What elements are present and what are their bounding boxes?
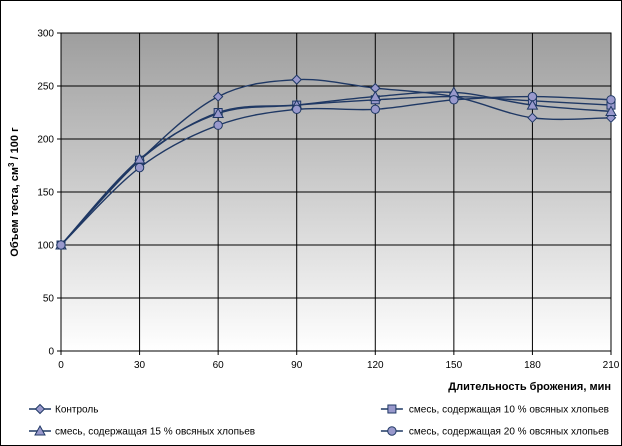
legend-marker-diamond	[34, 403, 46, 415]
data-point-triangle-7	[605, 105, 617, 116]
data-point-diamond-2	[212, 91, 224, 102]
x-tick-label-4: 120	[367, 360, 384, 371]
data-point-diamond-3	[291, 74, 302, 85]
data-point-triangle-6	[526, 99, 539, 110]
x-axis-ticks: 0 30 60 90 120 150 180 210	[58, 351, 620, 371]
legend-label-diamond: Контроль	[55, 405, 98, 416]
legend-item-circle: смесь, содержащая 20 % овсяных хлопьев	[380, 426, 609, 438]
legend-item-square: смесь, содержащая 10 % овсяных хлопьев	[380, 404, 609, 416]
y-axis-title-superscript: 3	[7, 162, 16, 167]
x-tick-label-7: 210	[603, 360, 620, 371]
y-tick-label-1: 50	[43, 294, 55, 305]
y-tick-label-6: 300	[37, 29, 54, 40]
legend-item-triangle: смесь, содержащая 15 % овсяных хлопьев	[29, 424, 255, 438]
data-point-triangle-4	[369, 90, 382, 102]
legend-label-circle: смесь, содержащая 20 % овсяных хлопьев	[409, 427, 609, 438]
series-lines	[55, 74, 617, 251]
legend-marker-triangle	[34, 424, 46, 436]
series-circle	[56, 91, 616, 250]
data-point-circle-1	[134, 162, 145, 173]
x-tick-label-5: 150	[446, 360, 463, 371]
y-axis-title: Объем теста, см3 / 100 г	[7, 127, 21, 257]
legend-marker-square	[387, 404, 397, 414]
data-point-circle-7	[606, 95, 616, 105]
legend-marker-circle	[387, 426, 397, 436]
data-point-circle-3	[292, 104, 302, 115]
data-point-circle-6	[527, 91, 538, 102]
data-point-triangle-2	[212, 107, 224, 119]
legend: Контроль смесь, содержащая 10 % овсяных х…	[29, 403, 609, 438]
data-point-circle-2	[213, 120, 223, 130]
x-tick-label-6: 180	[524, 360, 541, 371]
x-tick-label-3: 90	[291, 360, 303, 371]
y-axis-title-main: Объем теста, см	[9, 167, 21, 257]
data-point-diamond-6	[527, 112, 538, 124]
y-axis-ticks: 0 50 100 150 200 250 300	[37, 29, 61, 358]
x-tick-label-0: 0	[58, 360, 64, 371]
y-tick-label-3: 150	[37, 188, 54, 199]
data-point-circle-4	[370, 104, 380, 115]
x-tick-label-1: 30	[134, 360, 146, 371]
x-axis-title: Длительность брожения, мин	[448, 381, 611, 393]
data-point-circle-5	[449, 95, 459, 105]
y-tick-label-4: 200	[37, 135, 54, 146]
x-tick-label-2: 60	[213, 360, 225, 371]
y-tick-label-5: 250	[37, 82, 54, 93]
y-tick-label-2: 100	[37, 241, 54, 252]
legend-label-triangle: смесь, содержащая 15 % овсяных хлопьев	[55, 427, 255, 438]
y-axis-title-unit: / 100 г	[9, 127, 21, 163]
y-tick-label-0: 0	[48, 347, 54, 358]
legend-label-square: смесь, содержащая 10 % овсяных хлопьев	[409, 405, 609, 416]
legend-item-diamond: Контроль	[29, 403, 98, 416]
data-point-circle-0	[56, 240, 66, 250]
